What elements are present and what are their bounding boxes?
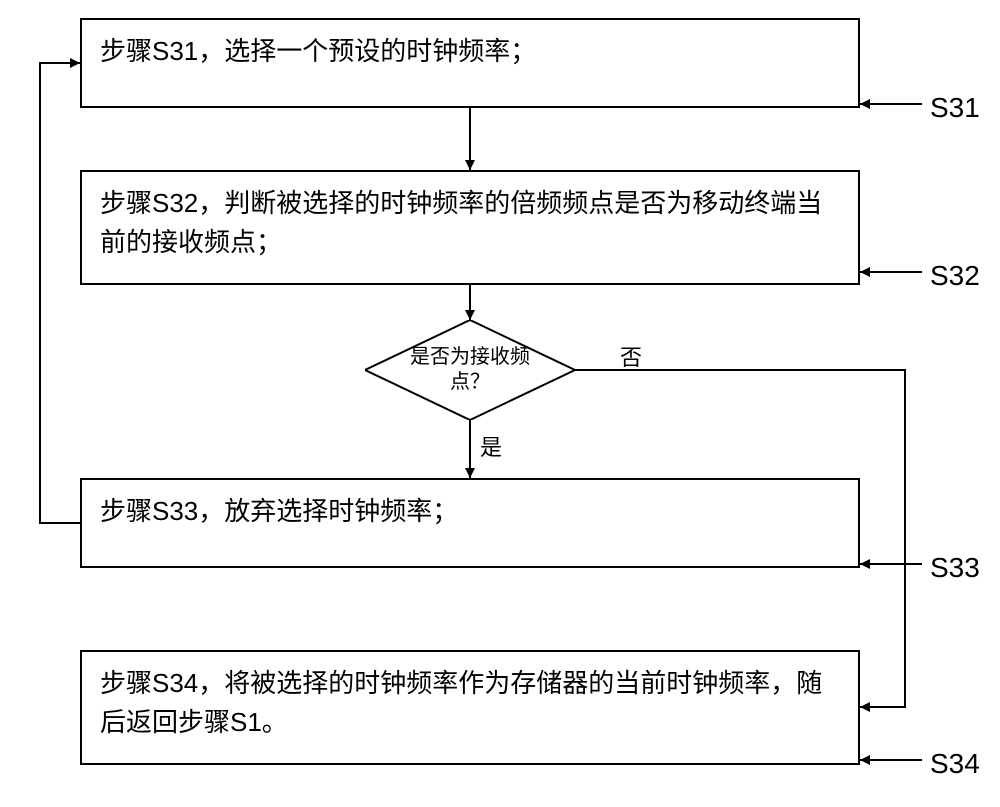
decision-diamond-text: 是否为接收频 点？ [365, 320, 575, 420]
edge-diamond-yes-to-s33 [458, 408, 482, 490]
edge-s31-to-s32 [458, 96, 482, 182]
edge-label-yes: 是 [480, 430, 502, 462]
ext-label-s31: S31 [930, 92, 980, 124]
ext-label-s32: S32 [930, 260, 980, 292]
flow-box-s33-text: 步骤S33，放弃选择时钟频率； [100, 496, 458, 526]
edge-ext-s31 [848, 92, 934, 116]
edge-s33-back-to-s31 [28, 51, 92, 535]
ext-label-s34: S34 [930, 748, 980, 780]
flow-box-s32-text: 步骤S32，判断被选择的时钟频率的倍频频点是否为移动终端当前的接收频点； [100, 188, 822, 257]
edge-ext-s32 [848, 260, 934, 284]
edge-ext-s34 [848, 748, 934, 772]
decision-line1: 是否为接收频 [410, 345, 530, 370]
edge-ext-s33 [848, 552, 934, 576]
flow-box-s31-text: 步骤S31，选择一个预设的时钟频率； [100, 36, 536, 66]
edge-diamond-no-to-s34 [563, 358, 917, 719]
flow-box-s31: 步骤S31，选择一个预设的时钟频率； [80, 18, 860, 108]
flow-box-s32: 步骤S32，判断被选择的时钟频率的倍频频点是否为移动终端当前的接收频点； [80, 170, 860, 285]
decision-line2: 点？ [450, 370, 490, 395]
ext-label-s33: S33 [930, 552, 980, 584]
decision-diamond: 是否为接收频 点？ [365, 320, 575, 420]
edge-s32-to-diamond [458, 273, 482, 332]
